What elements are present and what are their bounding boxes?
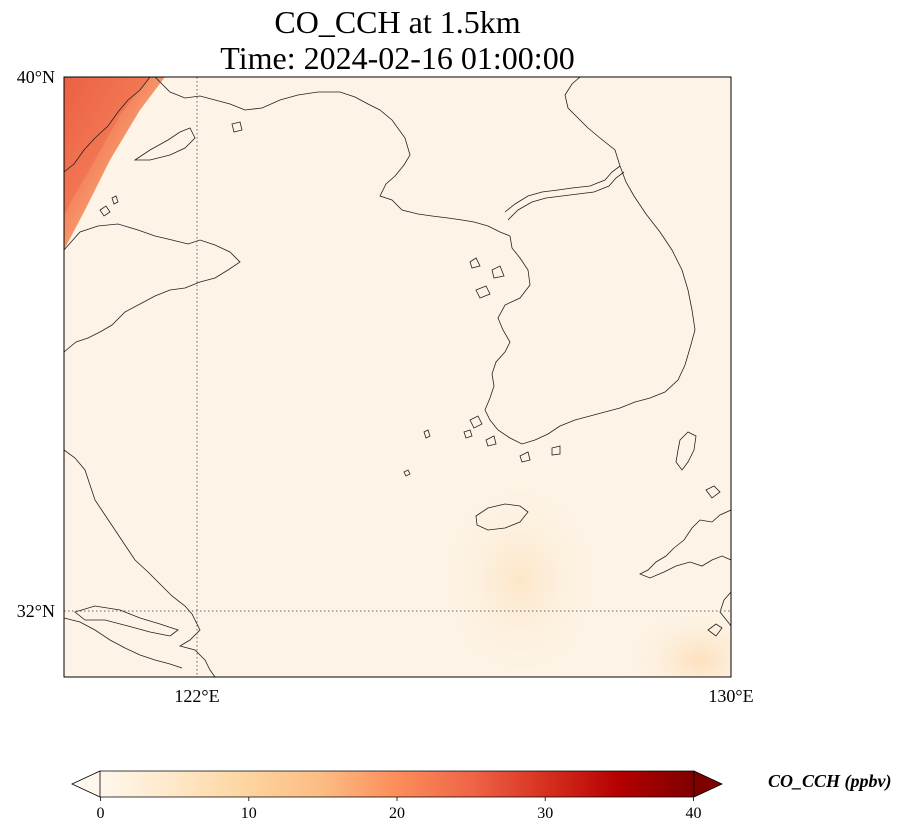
border-yalu bbox=[504, 165, 621, 213]
colorbar-ticks bbox=[100, 797, 694, 801]
coast-liaodong-tip bbox=[133, 127, 196, 161]
coast-liaodong-east bbox=[154, 77, 511, 237]
coast-korea bbox=[484, 165, 696, 445]
concentration-field bbox=[64, 77, 731, 677]
coast-tsushima bbox=[675, 431, 697, 471]
gridlines bbox=[64, 77, 731, 677]
hotspot-south-jeju bbox=[430, 470, 610, 677]
colorbar-min-extend bbox=[71, 770, 101, 798]
cb-label-30: 30 bbox=[537, 805, 554, 822]
cb-label-10: 10 bbox=[240, 805, 257, 822]
coastlines bbox=[64, 77, 731, 677]
coast-yangtze-bank bbox=[64, 617, 183, 669]
cb-label-0: 0 bbox=[96, 805, 105, 822]
coast-yangtze-island bbox=[74, 605, 179, 637]
coast-islet-yellow-sea bbox=[403, 429, 431, 477]
lon-label-130E: 130°E bbox=[708, 686, 754, 706]
hotspot-northwest-core bbox=[64, 77, 150, 215]
hotspot-southeast bbox=[620, 600, 731, 677]
map-title-line-2: Time: 2024-02-16 01:00:00 bbox=[220, 40, 575, 76]
coast-korea-north bbox=[564, 77, 621, 167]
coast-islets-sw-korea bbox=[463, 415, 561, 463]
field-background bbox=[64, 77, 731, 677]
colorbar-gradient bbox=[100, 771, 694, 797]
coast-kyushu-islet bbox=[707, 623, 723, 637]
coast-kyushu bbox=[639, 509, 731, 579]
coast-shandong bbox=[64, 223, 241, 353]
map-title-line-1: CO_CCH at 1.5km bbox=[274, 4, 521, 40]
lon-label-122E: 122°E bbox=[174, 686, 220, 706]
map-frame bbox=[63, 76, 732, 678]
coast-islet-east bbox=[705, 485, 721, 499]
lat-label-40N: 40°N bbox=[16, 67, 55, 87]
lat-label-32N: 32°N bbox=[16, 601, 55, 621]
coast-islets-w-korea bbox=[469, 257, 505, 299]
cb-label-20: 20 bbox=[389, 805, 405, 822]
coast-liaodong bbox=[64, 77, 151, 173]
colorbar bbox=[71, 770, 723, 801]
border-yalu-2 bbox=[507, 171, 625, 221]
colorbar-title: CO_CCH (ppbv) bbox=[768, 771, 892, 791]
coast-bohai-islets bbox=[99, 121, 243, 217]
coast-jeju bbox=[475, 503, 529, 531]
cb-label-40: 40 bbox=[685, 805, 702, 822]
colorbar-max-extend bbox=[693, 770, 723, 798]
coast-china-east bbox=[64, 449, 216, 677]
coast-kyushu-south bbox=[719, 591, 731, 627]
